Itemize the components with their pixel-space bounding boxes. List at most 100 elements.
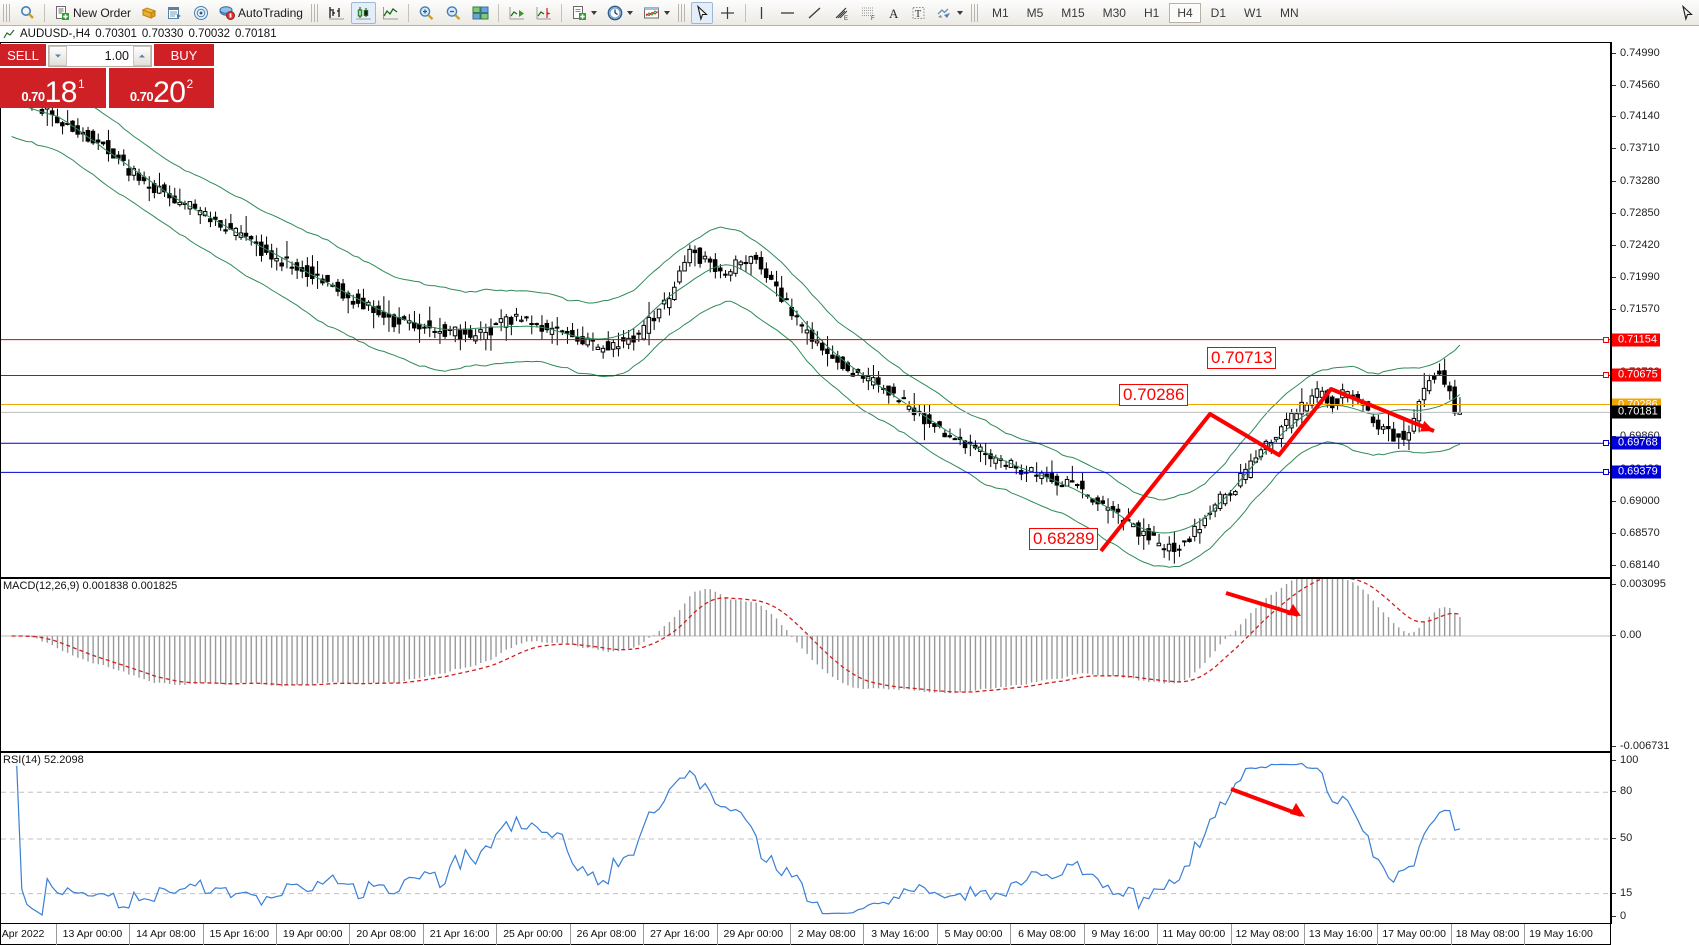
price-tag-black[interactable]: 0.70181: [1612, 405, 1661, 419]
price-line-handle[interactable]: [1603, 336, 1609, 343]
cursor-pointer-icon[interactable]: [1676, 2, 1698, 24]
time-label: 6 May 08:00: [1018, 928, 1076, 940]
buy-button[interactable]: BUY: [154, 44, 214, 68]
text-label-icon[interactable]: T: [907, 2, 930, 24]
quote-high: 0.70330: [141, 28, 184, 40]
chart-mini-icon: [3, 29, 15, 39]
price-axis[interactable]: 0.74990 0.74560 0.74140 0.73710 0.73280 0.728…: [1603, 42, 1699, 578]
vertical-line-icon[interactable]: [751, 2, 773, 24]
timeframe-m1[interactable]: M1: [991, 5, 1009, 20]
candle-chart-icon[interactable]: [350, 1, 376, 24]
line-chart-icon[interactable]: [378, 2, 403, 24]
volume-decrement-button[interactable]: [49, 46, 67, 66]
chevron-down-icon-2[interactable]: [626, 10, 633, 15]
macd-trend-arrow[interactable]: [1225, 591, 1299, 617]
rsi-tick: 50: [1612, 832, 1632, 844]
shapes-icon[interactable]: [932, 2, 967, 24]
indicators-icon[interactable]: [639, 2, 674, 24]
auto-scroll-icon[interactable]: [504, 2, 529, 24]
data-window-icon[interactable]: [163, 2, 187, 24]
price-line-handle[interactable]: [1603, 372, 1609, 379]
chart-shift-icon[interactable]: [531, 2, 556, 24]
chevron-down-icon-3[interactable]: [663, 10, 670, 15]
macd-axis[interactable]: 0.003095 0.00 -0.006731: [1611, 578, 1699, 752]
trend-projection-line[interactable]: [1099, 387, 1435, 553]
candlestick: [1284, 411, 1289, 432]
fibonacci-icon[interactable]: F: [856, 2, 881, 24]
candlestick: [728, 269, 733, 282]
volume-stepper[interactable]: 1.00: [48, 45, 152, 67]
price-tag-red[interactable]: 0.71154: [1612, 333, 1660, 347]
timeframe-mn[interactable]: MN: [1280, 5, 1299, 20]
price-line-handle[interactable]: [1603, 469, 1609, 476]
timeframe-m15[interactable]: M15: [1061, 5, 1085, 20]
macd-pane[interactable]: MACD(12,26,9) 0.001838 0.001825: [0, 578, 1611, 752]
sell-price-display[interactable]: 0.70 18 1: [0, 68, 109, 108]
cursor-icon[interactable]: [690, 1, 713, 24]
template-icon[interactable]: [567, 2, 601, 24]
rsi-axis[interactable]: 100 80 50 15 0: [1611, 752, 1699, 924]
horizontal-line-icon[interactable]: [775, 2, 800, 24]
candlestick: [238, 225, 244, 240]
rsi-trend-arrow[interactable]: [1230, 787, 1302, 817]
candlestick: [197, 206, 203, 224]
candlestick: [605, 331, 611, 351]
tile-windows-icon[interactable]: [468, 2, 493, 24]
candlestick: [1248, 453, 1253, 479]
toolbar-grip-3[interactable]: [677, 3, 687, 22]
candlestick: [835, 350, 840, 370]
price-chart-pane[interactable]: 0.70286 0.70713 0.68289: [0, 42, 1611, 578]
price-annotation[interactable]: 0.70713: [1207, 347, 1277, 369]
chevron-down-icon[interactable]: [590, 10, 597, 15]
timeframe-m30[interactable]: M30: [1102, 5, 1126, 20]
time-divider: [349, 924, 351, 945]
sell-button[interactable]: SELL: [0, 44, 46, 68]
timeframe-m5[interactable]: M5: [1026, 5, 1044, 20]
terminal-icon[interactable]: [137, 2, 161, 24]
candlestick: [983, 443, 988, 466]
timeframe-w1[interactable]: W1: [1244, 5, 1263, 20]
zoom-out-icon[interactable]: [441, 2, 466, 24]
elliott-wave-icon[interactable]: E: [829, 2, 854, 24]
search-icon[interactable]: [16, 2, 39, 24]
price-annotation[interactable]: 0.68289: [1029, 528, 1099, 550]
candlestick: [616, 332, 621, 357]
candlestick: [233, 226, 238, 241]
price-annotation[interactable]: 0.70286: [1119, 384, 1189, 406]
timeframe-h1[interactable]: H1: [1143, 5, 1160, 20]
toolbar-grip-2[interactable]: [310, 3, 320, 22]
candlestick: [677, 265, 682, 285]
candlestick: [478, 321, 483, 341]
buy-price-display[interactable]: 0.70 20 2: [108, 68, 214, 108]
candlestick: [1080, 472, 1085, 499]
price-tag-blue[interactable]: 0.69379: [1612, 465, 1661, 479]
rsi-pane[interactable]: RSI(14) 52.2098: [0, 752, 1611, 924]
volume-value[interactable]: 1.00: [104, 49, 129, 63]
price-line-handle[interactable]: [1603, 440, 1609, 447]
chevron-down-icon-4[interactable]: [956, 10, 963, 15]
candlestick: [876, 371, 881, 393]
price-tag-red[interactable]: 0.70675: [1612, 368, 1661, 382]
crosshair-icon[interactable]: [715, 2, 740, 24]
timeframe-d1[interactable]: D1: [1210, 5, 1227, 20]
candlestick: [814, 331, 820, 347]
time-label: 26 Apr 08:00: [576, 928, 637, 940]
new-order-button[interactable]: New Order: [50, 2, 135, 24]
trendline-icon[interactable]: [802, 2, 827, 24]
zoom-in-icon[interactable]: [414, 2, 439, 24]
autotrading-button[interactable]: AutoTrading: [215, 2, 307, 24]
time-axis[interactable]: 1 Apr 2022 13 Apr 00:00 14 Apr 08:00 15 Apr…: [0, 924, 1611, 945]
timeframe-h4[interactable]: H4: [1169, 2, 1201, 23]
candlestick: [1238, 463, 1243, 489]
price-tick: 0.72850: [1612, 207, 1660, 219]
toolbar-grip[interactable]: [3, 3, 12, 22]
navigator-icon[interactable]: [189, 2, 213, 24]
candlestick: [932, 422, 937, 433]
toolbar-grip-4[interactable]: [970, 3, 980, 22]
period-icon[interactable]: [603, 2, 637, 24]
volume-increment-button[interactable]: [133, 46, 151, 66]
text-icon[interactable]: A: [883, 2, 905, 24]
price-tag-blue[interactable]: 0.69768: [1612, 436, 1661, 450]
candlestick: [274, 247, 279, 271]
bar-chart-icon[interactable]: [324, 2, 349, 24]
